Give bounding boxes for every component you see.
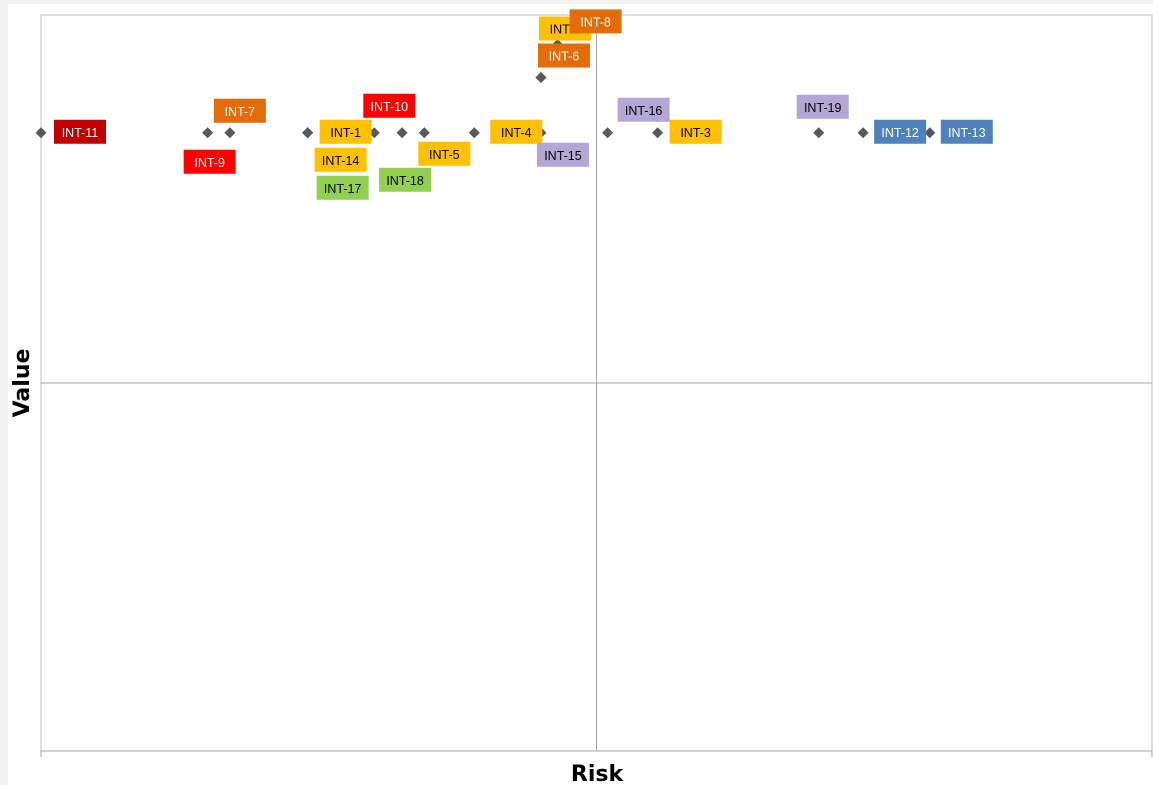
data-label: INT-1 <box>319 119 372 144</box>
data-label-box <box>54 119 106 144</box>
data-label-text: INT-16 <box>625 104 663 118</box>
data-label-text: INT-7 <box>225 105 256 119</box>
data-label-text: INT-4 <box>501 126 532 140</box>
data-point-marker <box>924 127 936 139</box>
data-point-marker <box>396 127 408 139</box>
data-label: INT-3 <box>669 119 722 144</box>
data-point-marker <box>813 127 825 139</box>
data-label-box <box>316 175 369 200</box>
data-point-marker <box>224 127 236 139</box>
data-label: INT-5 <box>418 141 471 166</box>
data-label: INT-10 <box>363 93 416 118</box>
data-label: INT-4 <box>490 119 543 144</box>
data-label-box <box>314 147 367 172</box>
data-label-box <box>319 119 372 144</box>
data-label-text: INT-15 <box>544 149 582 163</box>
data-label-text: INT-9 <box>194 156 225 170</box>
data-point-marker <box>302 127 314 139</box>
data-point-marker <box>468 127 480 139</box>
data-label: INT-17 <box>316 175 369 200</box>
data-label: INT-18 <box>379 167 432 192</box>
data-label-text: INT-19 <box>804 101 842 115</box>
y-axis-title: Value <box>10 349 35 418</box>
data-label-text: INT-13 <box>948 126 986 140</box>
data-label-box <box>669 119 722 144</box>
data-label: INT-19 <box>796 94 849 119</box>
data-label-text: INT-17 <box>324 182 362 196</box>
data-label-text: INT-11 <box>62 126 99 140</box>
data-label-box <box>796 94 849 119</box>
data-label-box <box>418 141 471 166</box>
data-label-box <box>874 119 927 144</box>
x-axis-title: Risk <box>571 762 625 785</box>
data-label: INT-15 <box>536 142 589 167</box>
data-label: INT-13 <box>940 119 993 144</box>
data-label-box <box>569 9 622 34</box>
data-label: INT-8 <box>569 9 622 34</box>
data-point-marker <box>202 127 214 139</box>
data-label: INT-9 <box>183 149 236 174</box>
data-label-box <box>183 149 236 174</box>
data-point-marker <box>418 127 430 139</box>
data-label-box <box>213 98 266 123</box>
data-label-text: INT-12 <box>881 126 919 140</box>
data-point-marker <box>602 127 614 139</box>
data-label-text: INT-1 <box>330 126 361 140</box>
data-label-text: INT-8 <box>580 15 611 29</box>
data-label-box <box>536 142 589 167</box>
data-label: INT-6 <box>537 43 590 68</box>
data-label-box <box>379 167 432 192</box>
data-labels: INT-11 INT-9 INT-7 INT-1 INT-14 INT-17 INT-10 I… <box>54 9 993 200</box>
data-label-text: INT-5 <box>429 148 460 162</box>
data-point-marker <box>535 72 547 84</box>
data-label: INT-14 <box>314 147 367 172</box>
data-label-text: INT-14 <box>322 154 360 168</box>
data-point-marker <box>857 127 869 139</box>
data-point-marker <box>652 127 664 139</box>
data-label-box <box>617 97 670 122</box>
data-label-text: INT-3 <box>680 126 711 140</box>
data-label-text: INT-18 <box>386 174 424 188</box>
data-label-text: INT-10 <box>371 100 409 114</box>
data-label-box <box>940 119 993 144</box>
data-point-marker <box>35 127 47 139</box>
data-label: INT-12 <box>874 119 927 144</box>
data-label: INT-16 <box>617 97 670 122</box>
data-label-text: INT-6 <box>549 50 580 64</box>
data-label-box <box>537 43 590 68</box>
data-label-box <box>363 93 416 118</box>
data-label: INT-7 <box>213 98 266 123</box>
data-label: INT-11 <box>54 119 106 144</box>
data-label-box <box>490 119 543 144</box>
